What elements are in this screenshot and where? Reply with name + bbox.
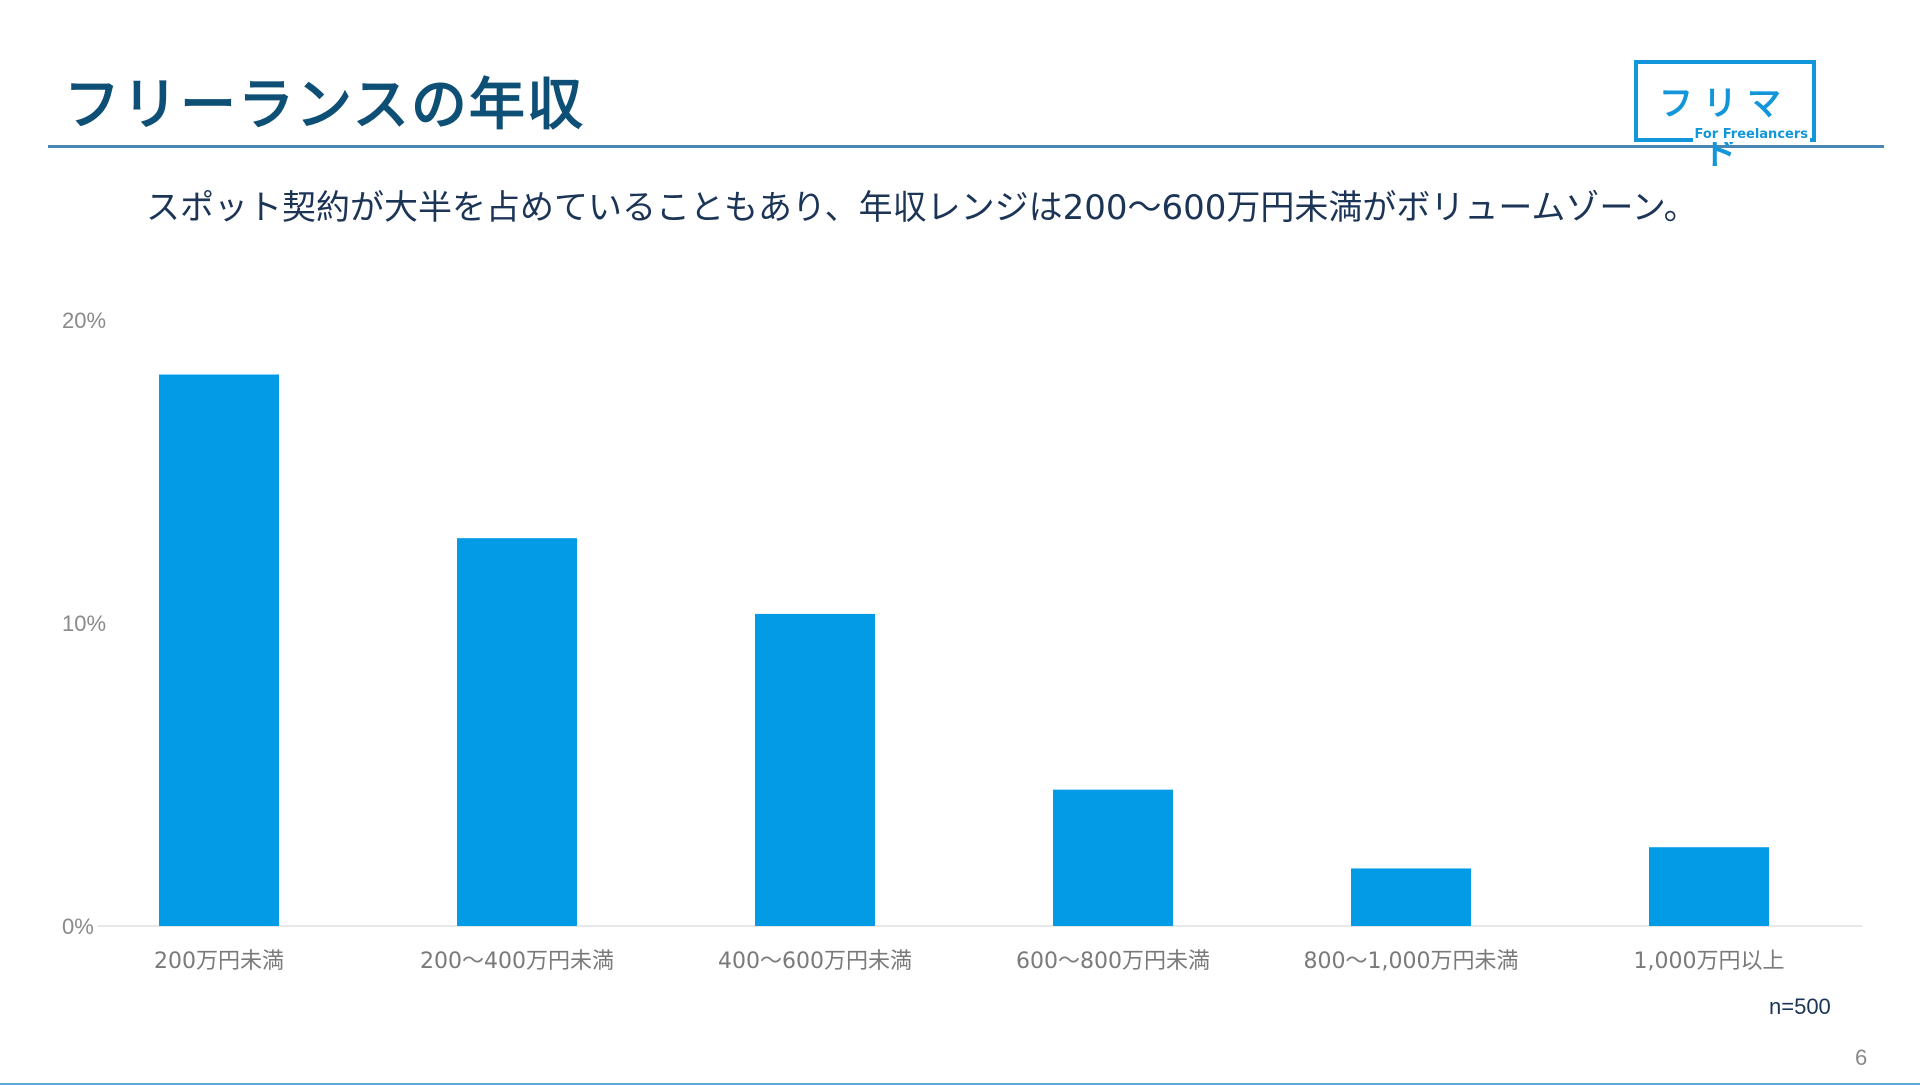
sample-size-note: n=500 bbox=[1769, 994, 1831, 1019]
slide-subtitle: スポット契約が大半を占めていることもあり、年収レンジは200〜600万円未満がボ… bbox=[146, 188, 1698, 228]
page-number: 6 bbox=[1855, 1045, 1868, 1070]
x-tick-label: 600〜800万円未満 bbox=[1016, 949, 1210, 974]
y-tick-label: 0% bbox=[62, 914, 94, 939]
bar-1 bbox=[159, 374, 279, 926]
x-tick-label: 400〜600万円未満 bbox=[718, 949, 912, 974]
brand-logo: フリマド For Freelancers bbox=[1634, 60, 1816, 173]
x-tick-label: 200〜400万円未満 bbox=[420, 949, 614, 974]
title-divider bbox=[48, 145, 1884, 148]
page-title: フリーランスの年収 bbox=[64, 73, 585, 138]
logo-tagline: For Freelancers bbox=[1692, 127, 1810, 142]
bar-5 bbox=[1351, 868, 1471, 926]
bar-6 bbox=[1649, 847, 1769, 926]
y-tick-label: 10% bbox=[62, 611, 106, 636]
bar-4 bbox=[1053, 789, 1173, 926]
y-tick-label: 20% bbox=[62, 308, 106, 333]
x-tick-label: 800〜1,000万円未満 bbox=[1304, 949, 1519, 974]
bar-3 bbox=[755, 613, 875, 926]
x-tick-label: 200万円未満 bbox=[154, 949, 284, 974]
x-tick-label: 1,000万円以上 bbox=[1634, 949, 1785, 974]
bar-2 bbox=[457, 538, 577, 926]
